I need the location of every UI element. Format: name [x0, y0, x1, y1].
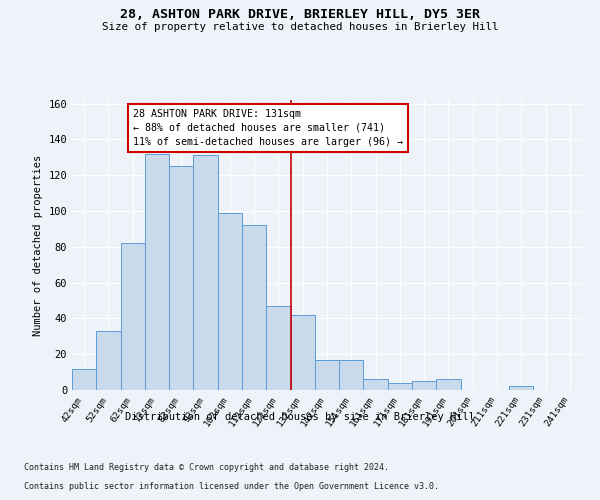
Bar: [193, 156, 218, 390]
Bar: [266, 306, 290, 390]
Bar: [290, 315, 315, 390]
Bar: [339, 360, 364, 390]
Bar: [509, 386, 533, 390]
Bar: [364, 380, 388, 390]
Bar: [121, 243, 145, 390]
Bar: [412, 381, 436, 390]
Bar: [388, 383, 412, 390]
Y-axis label: Number of detached properties: Number of detached properties: [33, 154, 43, 336]
Bar: [145, 154, 169, 390]
Bar: [72, 368, 96, 390]
Bar: [218, 213, 242, 390]
Text: Size of property relative to detached houses in Brierley Hill: Size of property relative to detached ho…: [102, 22, 498, 32]
Bar: [436, 380, 461, 390]
Bar: [96, 331, 121, 390]
Bar: [242, 226, 266, 390]
Text: Contains HM Land Registry data © Crown copyright and database right 2024.: Contains HM Land Registry data © Crown c…: [24, 464, 389, 472]
Text: Contains public sector information licensed under the Open Government Licence v3: Contains public sector information licen…: [24, 482, 439, 491]
Text: 28, ASHTON PARK DRIVE, BRIERLEY HILL, DY5 3ER: 28, ASHTON PARK DRIVE, BRIERLEY HILL, DY…: [120, 8, 480, 20]
Bar: [315, 360, 339, 390]
Text: 28 ASHTON PARK DRIVE: 131sqm
← 88% of detached houses are smaller (741)
11% of s: 28 ASHTON PARK DRIVE: 131sqm ← 88% of de…: [133, 109, 403, 147]
Bar: [169, 166, 193, 390]
Text: Distribution of detached houses by size in Brierley Hill: Distribution of detached houses by size …: [125, 412, 475, 422]
